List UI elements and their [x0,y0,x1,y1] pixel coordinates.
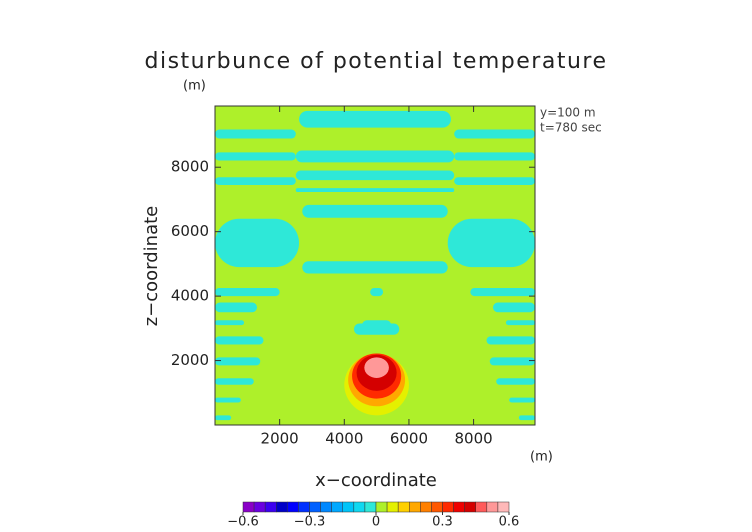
negative-band [215,378,254,385]
x-tick-label: 2000 [261,430,299,448]
chart-title: disturbunce of potential temperature [145,49,608,74]
negative-band [302,204,448,218]
colorbar-tick-label: 0.6 [499,515,520,530]
colorbar-cell [242,501,255,513]
negative-band [496,378,535,385]
colorbar-cell [276,501,288,513]
negative-band [299,110,451,128]
unit-label: (m) [183,79,206,94]
annotation: y=100 m [540,106,596,120]
plot-frame [214,105,536,426]
negative-band [215,152,296,161]
colorbar-cell [331,501,343,513]
colorbar-tick-label: −0.3 [294,515,326,530]
colorbar-cell [364,501,377,513]
negative-band [215,302,258,313]
x-tick-label: 6000 [390,430,428,448]
negative-band [370,288,384,297]
negative-band [454,129,535,139]
colorbar-tick-label: 0 [372,515,380,530]
negative-band [447,218,535,268]
negative-band [492,302,535,313]
colorbar-cell [497,501,510,513]
colorbar-cell [386,501,399,513]
x-axis-label: x−coordinate [315,470,437,491]
y-tick-label: 4000 [171,287,209,305]
y-tick-label: 6000 [171,222,209,240]
negative-band [215,129,296,139]
y-tick-label: 8000 [171,158,209,176]
colorbar-cell [353,501,366,513]
negative-band [470,288,535,297]
negative-band [362,320,392,330]
colorbar-cell [442,501,454,513]
negative-band [302,261,448,274]
colorbar-cell [486,501,499,513]
negative-band [215,415,232,421]
x-tick-label: 8000 [454,430,492,448]
colorbar-cell [420,501,432,513]
colorbar-cell [464,501,476,513]
y-tick-label: 2000 [171,351,209,369]
negative-band [215,320,245,326]
colorbar-cell [264,501,277,513]
colorbar-tick-label: 0.3 [432,515,453,530]
negative-band [518,415,535,421]
negative-band [489,357,535,366]
contour-field [215,106,535,425]
colorbar-cell [320,501,332,513]
colorbar-cell [298,501,310,513]
negative-band [215,218,300,268]
negative-band [295,188,455,193]
negative-band [454,177,535,185]
negative-band [509,397,535,403]
x-tick-label: 4000 [325,430,363,448]
negative-band [215,397,241,403]
colorbar-cell [475,501,488,513]
colorbar-cell [397,501,410,513]
colorbar-cell [453,501,465,513]
negative-band [215,177,296,185]
negative-band [505,320,535,326]
axes: 2000 4000 6000 8000 2000 4000 6000 8000 [171,105,536,448]
negative-band [454,152,535,161]
annotation: t=780 sec [540,121,602,135]
y-axis-label: z−coordinate [141,206,162,327]
colorbar-tick-label: −0.6 [227,515,259,530]
colorbar-cell [309,501,321,513]
colorbar-cell [342,501,355,513]
colorbar-cell [375,501,388,513]
colorbar-cell [431,501,443,513]
colorbar-cell [287,501,299,513]
negative-band [215,357,261,366]
colorbar-cell [253,501,266,513]
negative-band [486,336,535,345]
negative-band [295,170,455,181]
negative-band [295,150,455,163]
negative-band [215,336,264,345]
warm-bubble [364,357,389,378]
colorbar-cell [409,501,421,513]
negative-band [215,288,280,297]
x-unit-label: (m) [530,450,553,465]
